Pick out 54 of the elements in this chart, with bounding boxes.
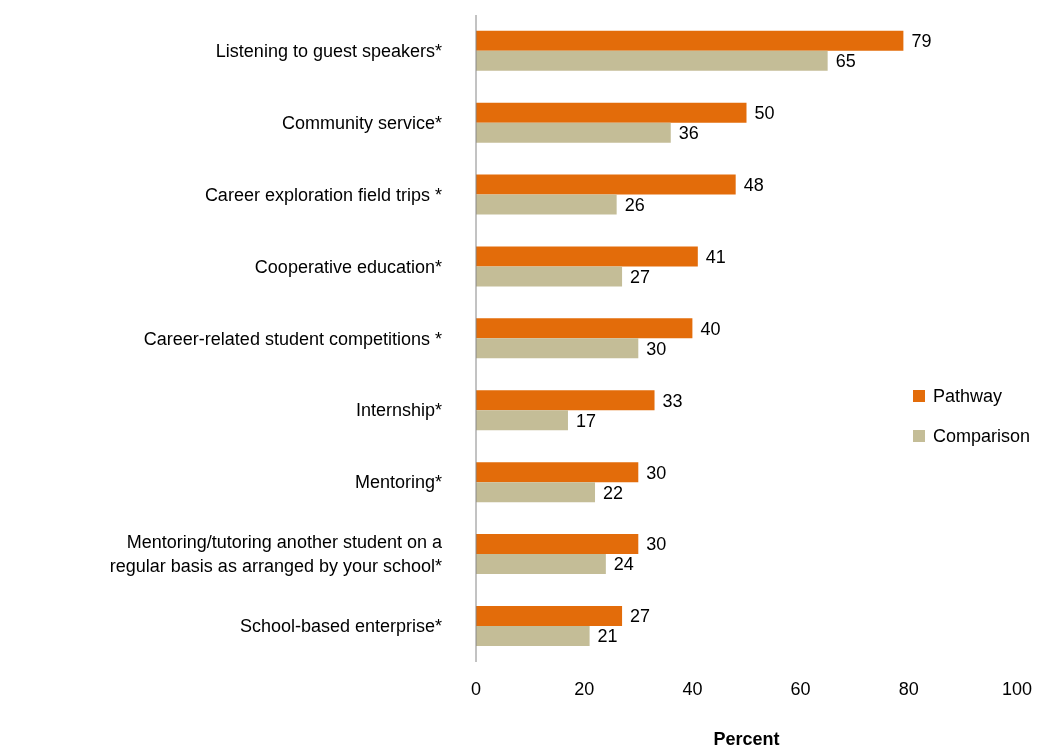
data-label: 27 (630, 606, 651, 627)
bar (476, 482, 596, 503)
bar (476, 174, 736, 195)
data-label: 24 (613, 554, 634, 575)
data-label: 30 (646, 338, 667, 359)
y-tick-label: Mentoring* (354, 472, 442, 493)
bar (476, 318, 693, 339)
data-label: 22 (603, 482, 624, 503)
bar (476, 246, 698, 267)
bar (476, 122, 671, 143)
data-label: 50 (754, 103, 775, 124)
x-tick-label: 20 (574, 678, 595, 699)
y-tick-label: Career-related student competitions * (143, 328, 442, 349)
bar (476, 410, 568, 431)
data-label: 65 (835, 51, 856, 72)
x-tick-label: 40 (682, 678, 703, 699)
data-label: 27 (630, 266, 651, 287)
data-label: 36 (678, 123, 699, 144)
bar (476, 102, 747, 123)
bar (476, 534, 639, 555)
data-label: 40 (700, 318, 721, 339)
data-label: 48 (743, 174, 764, 195)
data-label: 41 (705, 246, 726, 267)
data-label: 33 (662, 390, 683, 411)
bar (476, 462, 639, 483)
data-label: 30 (646, 462, 667, 483)
legend-label: Pathway (933, 385, 1003, 408)
bar (476, 266, 623, 287)
data-label: 17 (575, 410, 596, 431)
y-tick-label: Cooperative education* (254, 256, 442, 277)
x-tick-label: 100 (1001, 678, 1033, 699)
bar (476, 605, 623, 626)
data-label: 21 (597, 626, 618, 647)
x-axis-title: Percent (713, 729, 780, 747)
data-label: 30 (646, 534, 667, 555)
x-tick-label: 60 (790, 678, 811, 699)
y-tick-label: Listening to guest speakers* (215, 40, 442, 61)
bar (476, 30, 904, 51)
y-tick-label: School-based enterprise* (239, 616, 442, 637)
y-tick-label: Internship* (355, 400, 442, 421)
legend-label: Comparison (933, 425, 1031, 448)
bar (476, 338, 639, 359)
x-tick-label: 0 (470, 678, 482, 699)
bar (476, 554, 606, 575)
x-tick-label: 80 (898, 678, 919, 699)
data-label: 79 (911, 31, 932, 52)
bar (476, 50, 828, 71)
data-label: 26 (624, 194, 645, 215)
bar (476, 390, 655, 411)
y-tick-label: Community service* (281, 112, 442, 133)
y-tick-label: Career exploration field trips * (204, 184, 442, 205)
y-tick-label: Mentoring/tutoring another student on a regular basis as arranged by your school* (109, 532, 443, 577)
bar (476, 194, 617, 215)
bar (476, 625, 590, 646)
